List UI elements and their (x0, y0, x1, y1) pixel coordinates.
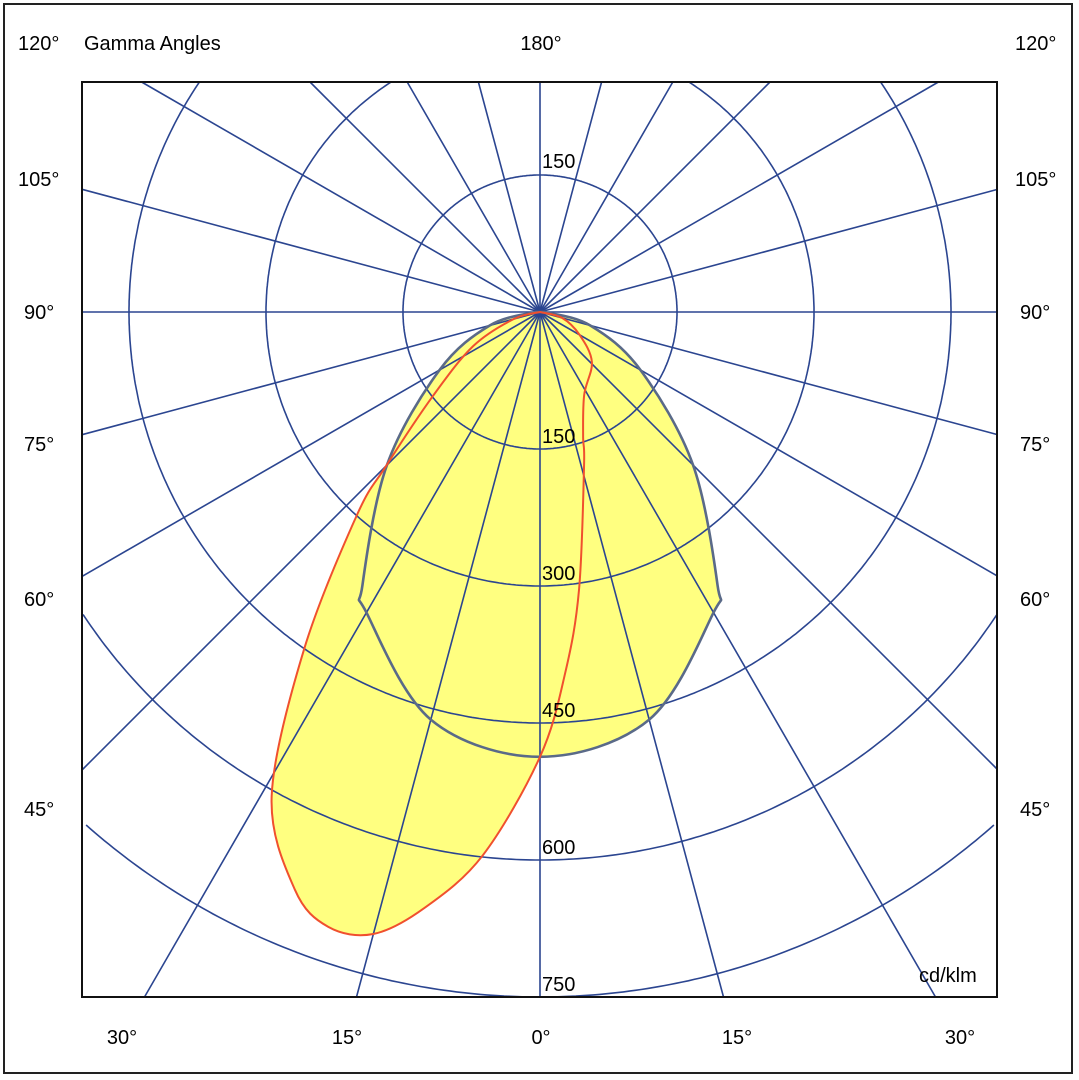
grid-radial-line (539, 188, 998, 313)
radial-tick-label-top: 150 (542, 151, 576, 173)
grid-radial-line (355, 311, 541, 998)
angle-label-left: 105° (18, 169, 60, 191)
grid-circle (82, 614, 998, 861)
angle-label-left: 75° (24, 434, 55, 456)
grid-radial-line (539, 81, 939, 313)
angle-label-top-right: 120° (1015, 33, 1057, 55)
angle-label-right: 105° (1015, 169, 1057, 191)
grid-radial-line (539, 311, 725, 998)
outer-border (3, 3, 1073, 1074)
angle-label-right: 75° (1020, 434, 1051, 456)
angle-label-top-center: 180° (520, 33, 562, 55)
angle-label-right: 45° (1020, 799, 1051, 821)
radial-tick-label: 600 (542, 837, 576, 859)
plot-frame (81, 81, 998, 998)
grid-radial-line (539, 311, 998, 577)
angle-label-bottom: 15° (721, 1027, 753, 1049)
chart-title: Gamma Angles (84, 33, 221, 55)
radial-tick-label: 750 (542, 974, 576, 996)
grid-radial-line (406, 81, 541, 313)
grid-circle (128, 81, 952, 724)
grid-circle (265, 81, 815, 587)
grid-radial-line (539, 81, 771, 313)
curve-fill-1 (271, 312, 592, 936)
angle-label-top-left: 120° (18, 33, 60, 55)
unit-label: cd/klm (919, 965, 977, 987)
grid-radial-line (539, 81, 674, 313)
grid-radial-line (81, 311, 541, 436)
radial-tick-label: 150 (542, 426, 576, 448)
angle-label-bottom: 30° (944, 1027, 976, 1049)
grid-radial-line (143, 311, 541, 998)
grid-circle (85, 824, 995, 998)
grid-radial-line (81, 188, 541, 313)
angle-label-bottom: 0° (531, 1027, 551, 1049)
angle-label-left: 45° (24, 799, 55, 821)
grid-radial-line (477, 81, 541, 313)
grid-radial-line (81, 311, 541, 771)
grid-radial-line (539, 81, 603, 313)
radial-tick-label: 450 (542, 700, 576, 722)
grid-radial-line (539, 311, 998, 770)
angle-label-left: 90° (24, 302, 55, 324)
angle-label-left: 60° (24, 589, 55, 611)
radial-tick-label: 300 (542, 563, 576, 585)
grid-radial-line (539, 311, 937, 998)
grid-radial-line (539, 311, 998, 436)
grid-radial-line (309, 81, 541, 313)
angle-label-right: 60° (1020, 589, 1051, 611)
intensity-curve-1 (270, 311, 593, 937)
angle-label-right: 90° (1020, 302, 1051, 324)
grid-radial-line (141, 81, 541, 313)
angle-label-bottom: 15° (331, 1027, 363, 1049)
angle-label-bottom: 30° (106, 1027, 138, 1049)
